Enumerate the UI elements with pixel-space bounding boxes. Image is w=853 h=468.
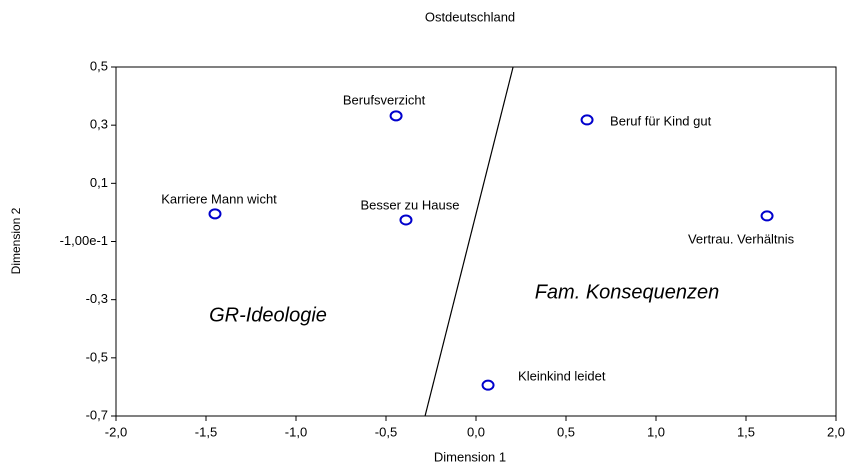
point-label: Kleinkind leidet (518, 369, 606, 384)
boundary-line (424, 66, 514, 417)
point (399, 214, 413, 226)
point (760, 210, 774, 222)
y-tick-label: -0,3 (86, 291, 108, 306)
y-tick-label: -1,00e-1 (60, 233, 108, 248)
point-label: Karriere Mann wicht (161, 191, 277, 206)
point-label: Beruf für Kind gut (610, 113, 712, 128)
x-tick-label: 0,5 (557, 424, 575, 439)
y-tick-label: -0,7 (86, 407, 108, 422)
x-tick-label: 1,5 (737, 424, 755, 439)
point (208, 208, 222, 220)
point-label: Besser zu Hause (360, 197, 459, 212)
x-tick-label: 0,0 (467, 424, 485, 439)
y-tick-label: -0,5 (86, 349, 108, 364)
y-tick-label: 0,5 (90, 58, 108, 73)
y-axis-title: Dimension 2 (9, 207, 23, 274)
point (481, 379, 495, 391)
annotation: Fam. Konsequenzen (535, 281, 720, 303)
point-label: Vertrau. Verhältnis (688, 231, 795, 246)
point (389, 110, 403, 122)
point-label: Berufsverzicht (343, 92, 426, 107)
x-tick-label: -1,5 (195, 424, 217, 439)
point (580, 114, 594, 126)
x-tick-label: -0,5 (375, 424, 397, 439)
x-tick-label: 2,0 (827, 424, 845, 439)
x-tick-label: -1,0 (285, 424, 307, 439)
y-tick-label: 0,3 (90, 117, 108, 132)
x-tick-label: -2,0 (105, 424, 127, 439)
x-tick-label: 1,0 (647, 424, 665, 439)
annotation: GR-Ideologie (209, 304, 327, 326)
x-axis-title: Dimension 1 (434, 449, 506, 464)
chart-title: Ostdeutschland (425, 9, 515, 24)
y-tick-label: 0,1 (90, 175, 108, 190)
